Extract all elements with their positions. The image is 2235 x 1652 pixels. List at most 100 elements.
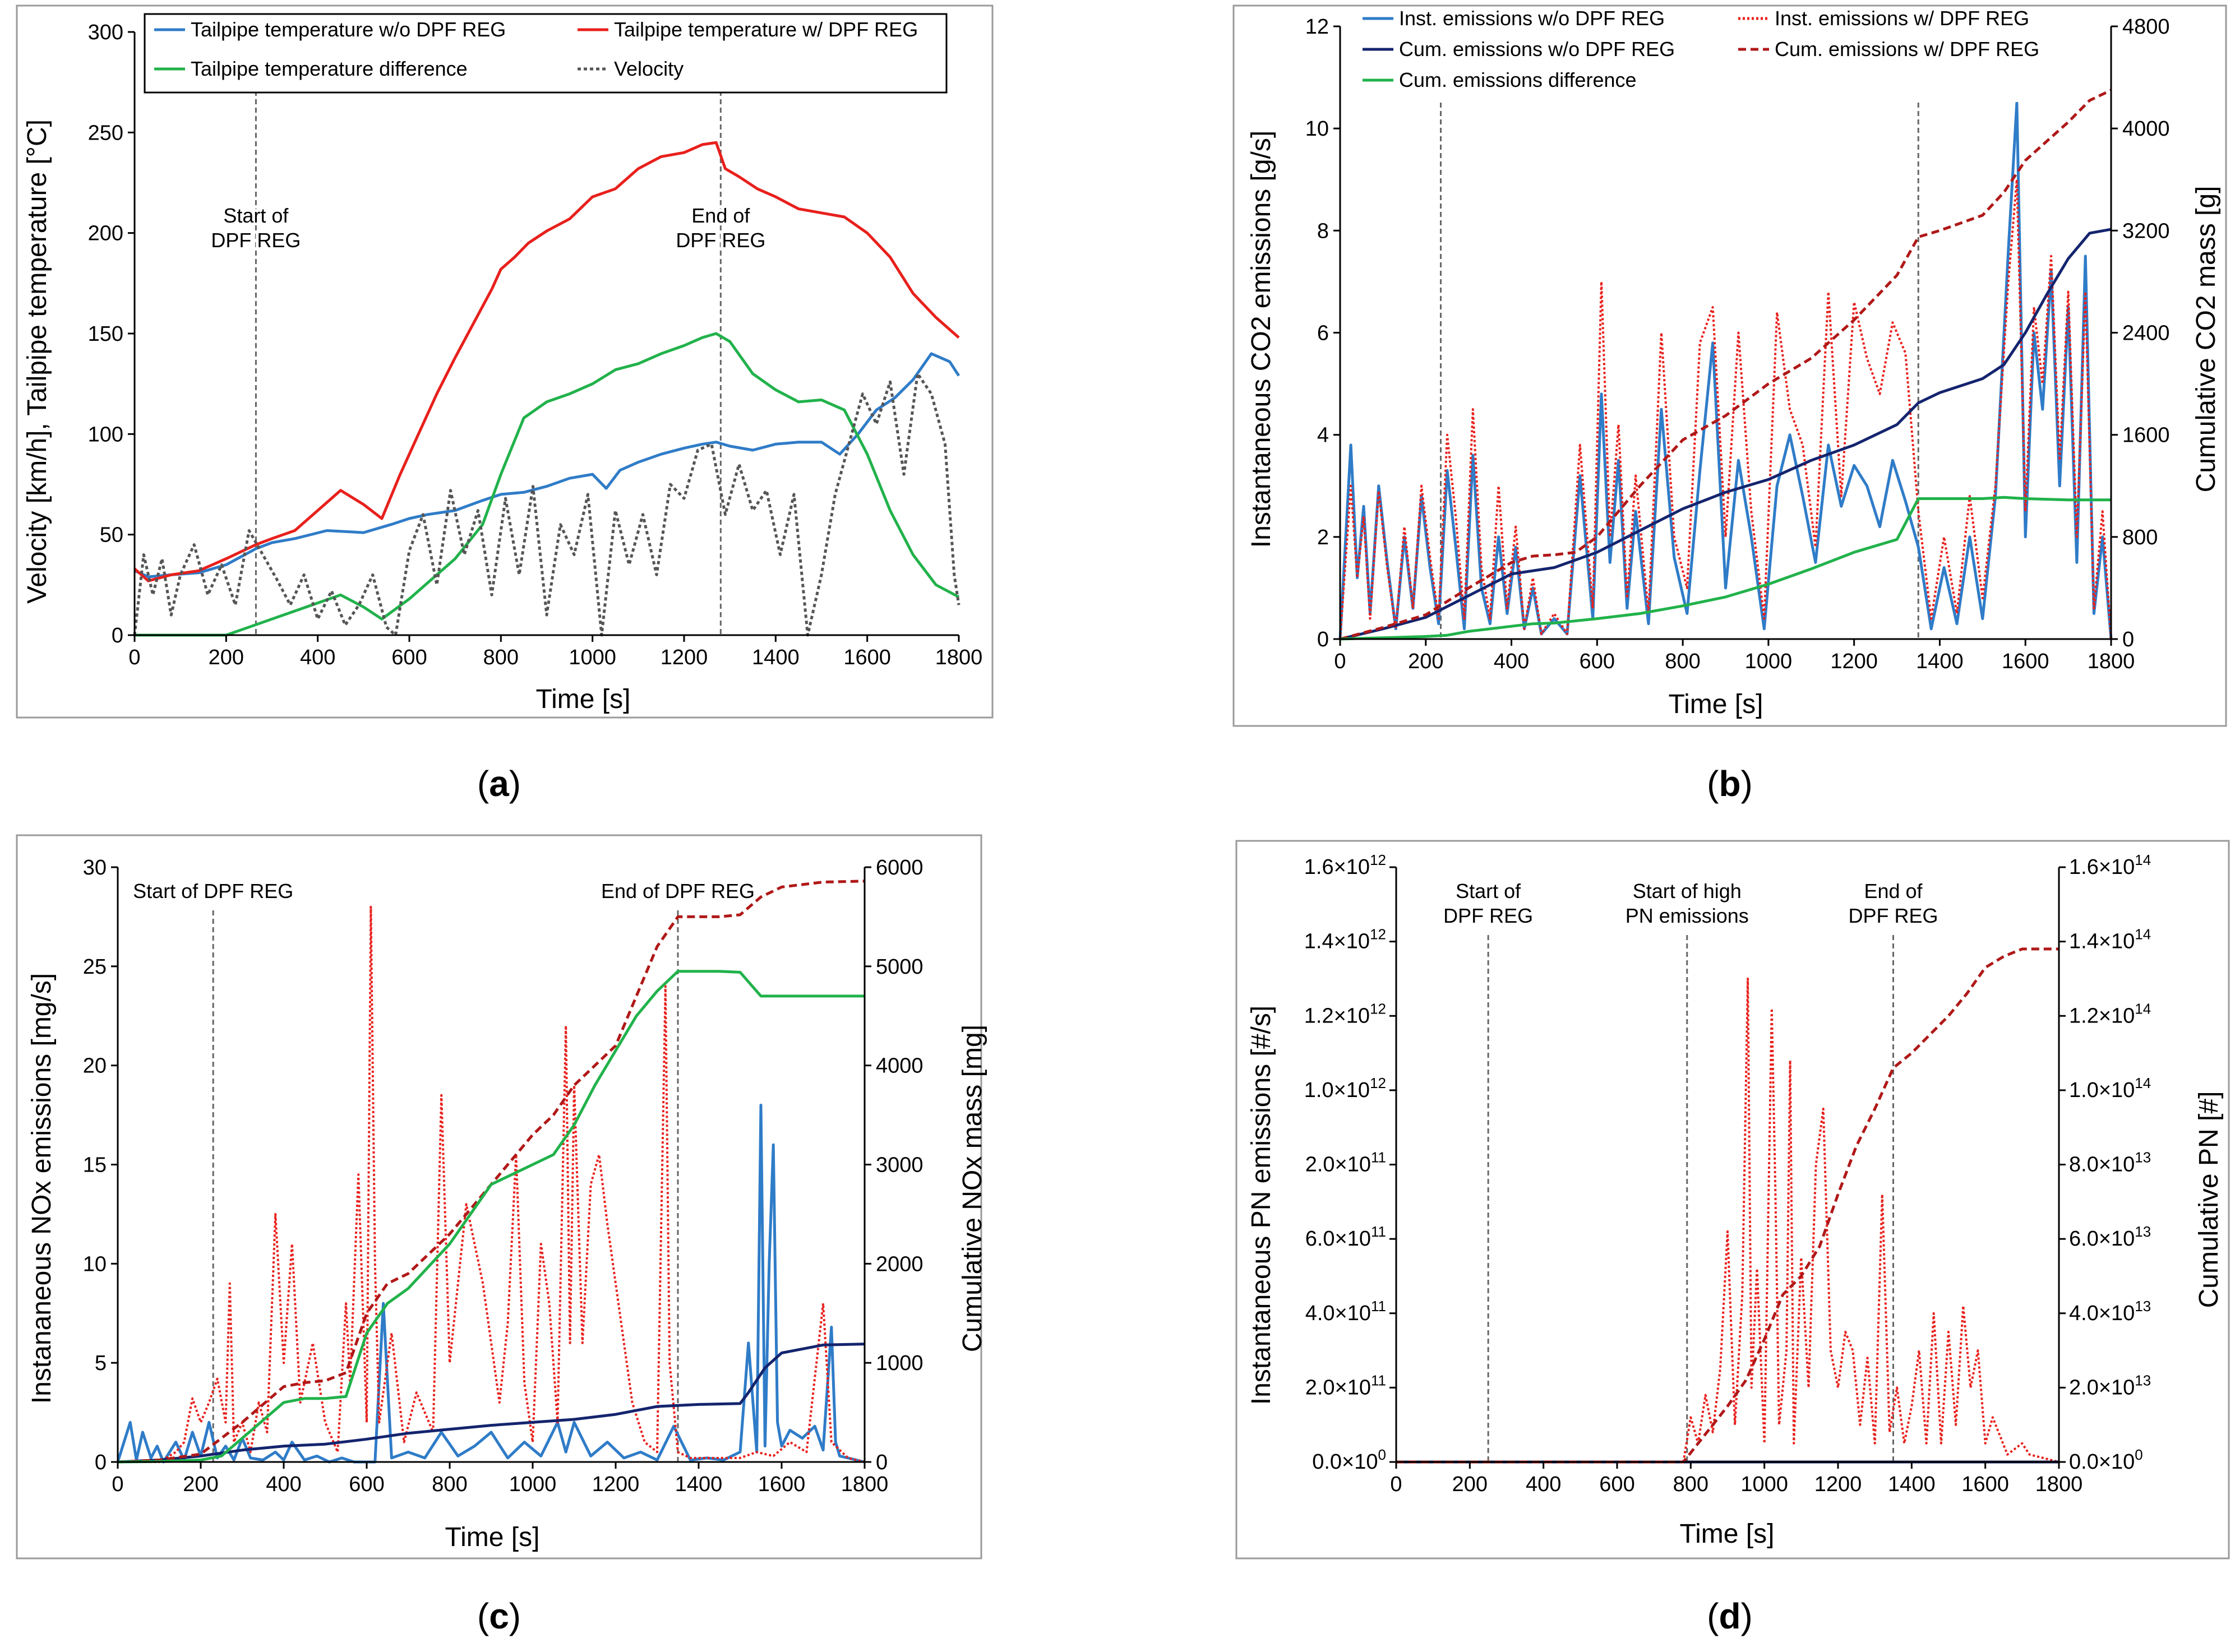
panel-a-xtick-label: 1600 bbox=[843, 646, 891, 669]
panel-d-ytick-label: 1.0×1012 bbox=[1304, 1075, 1386, 1102]
panel-d-ytick-right-label: 2.0×1013 bbox=[2069, 1372, 2151, 1399]
panel-d-ytick-label: 4.0×1011 bbox=[1305, 1298, 1386, 1325]
panel-b-ytick-right-label: 4000 bbox=[2122, 117, 2170, 141]
panel-a-xtick-label: 600 bbox=[391, 646, 427, 669]
panel-d-ylabel-right: Cumulative PN [#] bbox=[2194, 1091, 2224, 1308]
panel-c-xtick-label: 1000 bbox=[509, 1473, 557, 1496]
panel-c-ylabel-right: Cumulative NOx mass [mg] bbox=[958, 1025, 987, 1352]
panel-b-series-2-line bbox=[1339, 178, 2112, 640]
panel-a-ylabel: Velocity [km/h], Tailpipe temperature [°… bbox=[22, 119, 52, 604]
panel-a-legend-label: Tailpipe temperature difference bbox=[191, 57, 468, 80]
panel-b-ytick-label: 8 bbox=[1317, 219, 1329, 243]
panel-a-legend-label: Velocity bbox=[614, 57, 684, 80]
panel-d-xtick-label: 400 bbox=[1526, 1473, 1561, 1496]
panel-c-xtick-label: 1200 bbox=[592, 1473, 640, 1496]
panel-b-ytick-label: 2 bbox=[1317, 526, 1329, 549]
panel-c-ytick-right-label: 1000 bbox=[876, 1352, 923, 1375]
panel-d-ytick-right-label: 0.0×100 bbox=[2069, 1446, 2143, 1474]
panel-b-ylabel: Instantaneous CO2 emissions [g/s] bbox=[1246, 131, 1276, 548]
panel-a-xtick-label: 200 bbox=[209, 646, 244, 669]
panel-b-legend: Inst. emissions w/o DPF REG Inst. emissio… bbox=[1357, 7, 2086, 102]
panel-d-ytick-right-label: 1.4×1014 bbox=[2069, 926, 2151, 954]
subfigure-label-c: (c) bbox=[477, 1596, 521, 1636]
panel-b-xtick-label: 1200 bbox=[1830, 650, 1878, 673]
panel-d-ytick-label: 1.2×1012 bbox=[1304, 1000, 1386, 1028]
panel-d-event-label: Start of bbox=[1456, 880, 1521, 903]
panel-b-ytick-label: 0 bbox=[1317, 628, 1329, 651]
panel-c-xtick-label: 1800 bbox=[841, 1473, 889, 1496]
panel-d-ytick-label: 2.0×1011 bbox=[1305, 1149, 1386, 1177]
panel-c-axes: 0 200 400 600 800 1000 1200 1400 1600 18000510152… bbox=[83, 856, 923, 1496]
panel-b-xlabel: Time [s] bbox=[1669, 690, 1763, 719]
panel-a-ytick-label: 100 bbox=[88, 423, 123, 446]
panel-b-legend-box bbox=[1357, 12, 2086, 102]
panel-c-ytick-right-label: 3000 bbox=[876, 1154, 923, 1177]
panel-c-series-1-line bbox=[116, 1103, 865, 1464]
panel-a-ytick-label: 0 bbox=[112, 624, 123, 647]
panel-c-event-label: Start of DPF REG bbox=[133, 880, 293, 903]
panel-a-xtick-label: 1000 bbox=[569, 646, 616, 669]
panel-d-xtick-label: 1000 bbox=[1740, 1473, 1788, 1496]
panel-b-frame bbox=[1232, 4, 2227, 727]
panel-a-ytick-label: 250 bbox=[88, 121, 123, 145]
panel-d-xtick-label: 600 bbox=[1599, 1473, 1634, 1496]
panel-d-event-label: Start of high bbox=[1633, 880, 1742, 903]
panel-c-xtick-label: 1400 bbox=[675, 1473, 723, 1496]
panel-b-series-5-line bbox=[1340, 496, 2111, 641]
panel-a-ytick-label: 200 bbox=[88, 222, 123, 246]
panel-d-xtick-label: 0 bbox=[1390, 1473, 1402, 1496]
panel-d-ytick-label: 0.0×100 bbox=[1312, 1446, 1386, 1474]
panel-d-series-3-line bbox=[1396, 947, 2059, 1464]
panel-b-ylabel-right: Cumulative CO2 mass [g] bbox=[2191, 186, 2221, 493]
panel-c-event-label: End of DPF REG bbox=[601, 880, 755, 903]
panel-c-ytick-label: 30 bbox=[83, 856, 107, 880]
panel-a-xtick-label: 800 bbox=[483, 646, 519, 669]
panel-a-event-label: DPF REG bbox=[676, 229, 765, 252]
panel-a-ytick-label: 300 bbox=[88, 21, 123, 44]
panel-d-ytick-label: 1.4×1012 bbox=[1304, 926, 1386, 954]
panel-a-xtick-label: 400 bbox=[300, 646, 335, 669]
panel-b-xtick-label: 1600 bbox=[2002, 650, 2049, 673]
panel-a-event-label: Start of bbox=[223, 204, 289, 227]
panel-c-series-5-line bbox=[117, 970, 865, 1464]
panel-a-xtick-label: 1400 bbox=[752, 646, 800, 669]
panel-a-series-2-line bbox=[133, 141, 960, 582]
panel-d-xtick-label: 1200 bbox=[1814, 1473, 1862, 1496]
panel-c-ytick-label: 5 bbox=[95, 1352, 107, 1375]
panel-a-xlabel: Time [s] bbox=[536, 684, 631, 714]
panel-d-xtick-label: 1800 bbox=[2035, 1473, 2083, 1496]
panel-b-ytick-right-label: 4800 bbox=[2122, 15, 2170, 39]
panel-b-xtick-label: 1800 bbox=[2088, 650, 2135, 673]
panel-d-xlabel: Time [s] bbox=[1680, 1519, 1775, 1549]
panel-d-ytick-right-label: 1.0×1014 bbox=[2069, 1075, 2151, 1102]
panel-b-xtick-label: 800 bbox=[1665, 650, 1700, 673]
panel-c-marks: Start of DPF REG End of DPF REG bbox=[116, 877, 865, 1464]
panel-d-xtick-label: 800 bbox=[1673, 1473, 1708, 1496]
panel-c-ytick-right-label: 4000 bbox=[876, 1054, 923, 1078]
panel-d-frame bbox=[1235, 840, 2230, 1560]
panel-b-ytick-label: 10 bbox=[1305, 117, 1329, 141]
panel-c-series-3-line bbox=[117, 1343, 865, 1464]
panel-a-legend: Tailpipe temperature w/o DPF REG Tailpipe… bbox=[144, 13, 948, 94]
panel-b-xtick-label: 0 bbox=[1334, 650, 1346, 673]
panel-b-ytick-right-label: 2400 bbox=[2122, 322, 2170, 345]
panel-a-legend-label: Tailpipe temperature w/ DPF REG bbox=[614, 18, 918, 41]
panel-a-ytick-label: 50 bbox=[100, 524, 123, 547]
panel-d-ytick-label: 6.0×1011 bbox=[1305, 1223, 1386, 1251]
panel-b-legend-label: Inst. emissions w/ DPF REG bbox=[1775, 7, 2029, 30]
panel-d-ytick-right-label: 1.6×1014 bbox=[2069, 852, 2151, 879]
panel-b-ytick-right-label: 0 bbox=[2122, 628, 2134, 651]
panel-c-ytick-label: 0 bbox=[95, 1451, 107, 1474]
panel-d-ytick-right-label: 1.2×1014 bbox=[2069, 1000, 2151, 1028]
subfigure-label-b: (b) bbox=[1707, 763, 1753, 804]
panel-c-series-4-line bbox=[117, 880, 865, 1464]
panel-c-xtick-label: 400 bbox=[266, 1473, 301, 1496]
panel-c-xtick-label: 1600 bbox=[758, 1473, 806, 1496]
panel-b-ytick-label: 6 bbox=[1317, 322, 1329, 345]
panel-d-event-label: End of bbox=[1864, 880, 1923, 903]
panel-b-ytick-label: 12 bbox=[1305, 15, 1329, 39]
